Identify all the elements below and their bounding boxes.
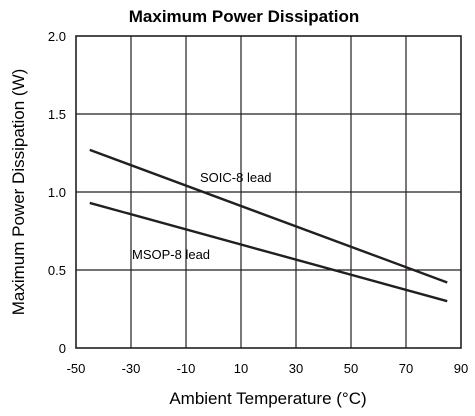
x-tick-label: -50 (67, 361, 86, 376)
y-tick-label: 1.0 (48, 185, 66, 200)
y-tick-labels: 0 0.5 1.0 1.5 2.0 (48, 29, 66, 356)
grid-lines (76, 36, 461, 348)
series-line-soic-8 (89, 148, 448, 284)
chart-title: Maximum Power Dissipation (129, 7, 360, 26)
x-tick-label: 10 (234, 361, 248, 376)
x-tick-label: 30 (289, 361, 303, 376)
series-line-msop-8 (89, 201, 448, 303)
x-tick-label: 50 (344, 361, 358, 376)
series-label-msop-8: MSOP-8 lead (132, 247, 210, 262)
series-lines (89, 148, 448, 303)
plot-frame (75, 35, 462, 349)
x-tick-label: 90 (454, 361, 468, 376)
x-tick-label: -10 (177, 361, 196, 376)
series-label-soic-8: SOIC-8 lead (200, 170, 272, 185)
x-tick-label: 70 (399, 361, 413, 376)
x-tick-labels: -50 -30 -10 10 30 50 70 90 (67, 361, 469, 376)
y-tick-label: 0.5 (48, 263, 66, 278)
y-tick-label: 1.5 (48, 107, 66, 122)
y-tick-label: 2.0 (48, 29, 66, 44)
x-axis-label: Ambient Temperature (°C) (169, 389, 366, 408)
y-axis-label: Maximum Power Dissipation (W) (9, 69, 28, 316)
y-tick-label: 0 (59, 341, 66, 356)
x-tick-label: -30 (122, 361, 141, 376)
